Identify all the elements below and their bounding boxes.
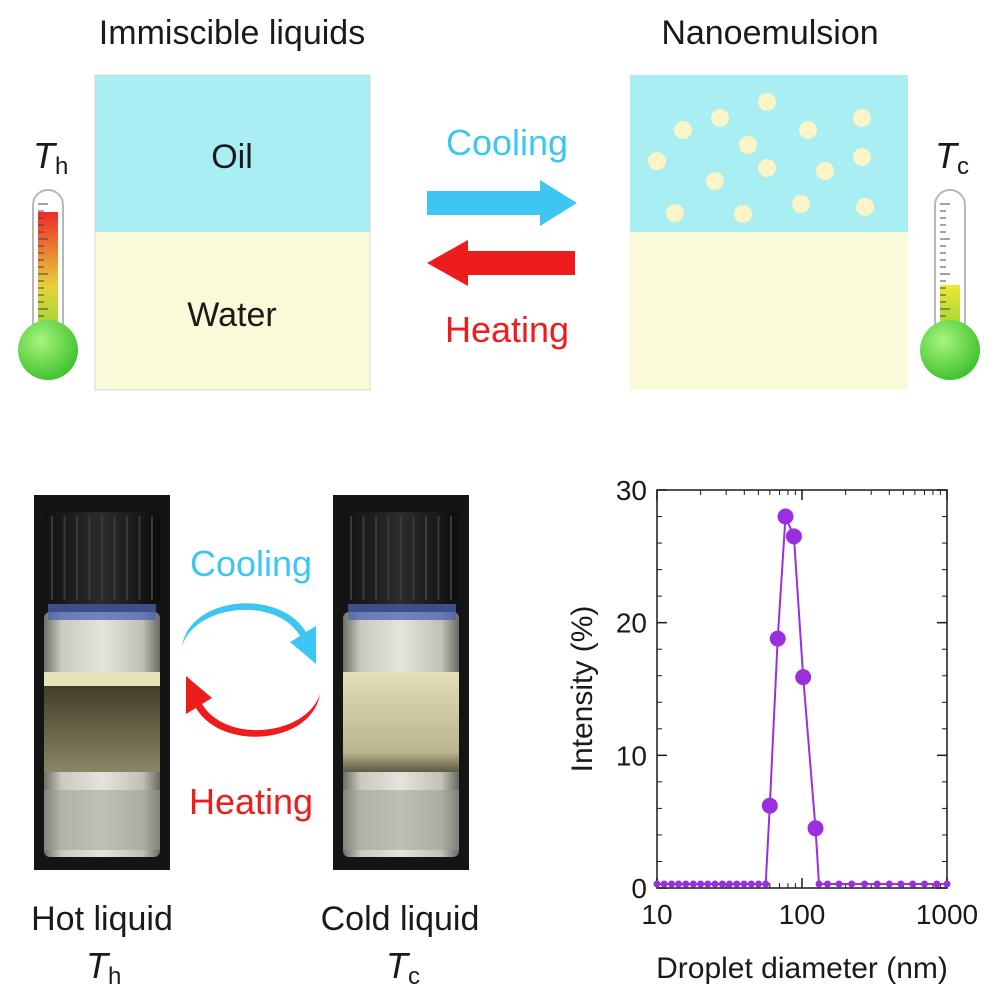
immiscible-vessel <box>94 74 371 391</box>
data-point <box>835 880 843 888</box>
x-axis-label: Droplet diameter (nm) <box>656 952 948 985</box>
data-point <box>740 880 748 888</box>
droplet <box>853 109 871 127</box>
data-point <box>653 880 661 888</box>
axis-ticks <box>656 489 948 889</box>
data-point <box>769 630 786 647</box>
data-point <box>704 880 712 888</box>
hot-temperature-label: Th <box>33 135 68 180</box>
droplet <box>799 121 817 139</box>
droplet <box>856 198 874 216</box>
cooling-arrow <box>427 180 577 226</box>
data-point <box>718 880 726 888</box>
top-cooling-label: Cooling <box>446 122 568 163</box>
data-point <box>733 880 741 888</box>
data-point <box>824 880 831 888</box>
data-point <box>873 880 881 888</box>
oil-label: Oil <box>211 138 253 176</box>
data-point <box>660 880 668 888</box>
droplet <box>711 109 729 127</box>
y-tick-label: 20 <box>616 608 647 639</box>
data-point <box>726 880 733 888</box>
droplet <box>758 159 776 177</box>
cold-vial-photo <box>333 495 469 870</box>
data-point <box>795 669 812 686</box>
bottom-cooling-label: Cooling <box>190 543 312 584</box>
heating-curved-arrow <box>186 676 320 737</box>
water-label: Water <box>187 296 276 334</box>
droplet <box>816 162 834 180</box>
data-point <box>762 880 770 888</box>
cold-liquid-caption: Cold liquid <box>321 900 480 938</box>
droplet <box>674 121 692 139</box>
plot-frame <box>656 489 948 889</box>
data-point <box>682 880 690 888</box>
droplet <box>706 172 724 190</box>
data-point <box>885 880 893 888</box>
series-line <box>657 516 947 885</box>
y-tick-label: 0 <box>631 873 647 904</box>
data-point <box>747 880 755 888</box>
cooling-curved-arrow <box>182 603 316 664</box>
top-heating-label: Heating <box>445 309 569 350</box>
data-point <box>777 508 794 525</box>
cold-thermometer-icon <box>920 189 980 380</box>
vessel-outline <box>94 74 371 391</box>
x-tick-label: 1000 <box>916 899 978 930</box>
bottom-heating-label: Heating <box>189 781 313 822</box>
cold-temperature-label: Tc <box>935 135 969 180</box>
data-point <box>675 880 683 888</box>
series-points <box>653 508 951 888</box>
hot-thermometer-icon <box>18 189 78 380</box>
water-layer <box>95 232 370 390</box>
nanoemulsion-vessel <box>630 75 908 390</box>
droplet <box>853 148 871 166</box>
data-point <box>711 880 719 888</box>
data-point <box>761 797 778 814</box>
droplet <box>758 93 776 111</box>
hot-vial-photo <box>34 495 170 870</box>
left-panel-title: Immiscible liquids <box>99 14 365 52</box>
y-tick-label: 10 <box>616 740 647 771</box>
data-point <box>755 880 762 888</box>
heating-arrow <box>427 240 575 286</box>
water-layer-emulsion <box>630 232 908 390</box>
droplet-group <box>648 93 874 223</box>
data-point <box>815 880 823 888</box>
data-point <box>785 528 802 545</box>
data-point <box>943 880 951 888</box>
droplet <box>648 152 666 170</box>
right-panel-title: Nanoemulsion <box>661 14 878 52</box>
droplet <box>792 195 810 213</box>
data-point <box>807 820 824 837</box>
y-tick-label: 30 <box>616 475 647 506</box>
x-tick-label: 10 <box>641 899 672 930</box>
cold-liquid-temperature: Tc <box>386 945 420 990</box>
y-axis-label: Intensity (%) <box>566 606 599 773</box>
droplet <box>734 205 752 223</box>
x-tick-label: 100 <box>779 899 826 930</box>
oil-layer <box>95 75 370 232</box>
data-point <box>668 880 676 888</box>
data-point <box>697 880 705 888</box>
data-point <box>848 880 856 888</box>
data-point <box>933 880 941 888</box>
data-point <box>909 880 917 888</box>
hot-liquid-temperature: Th <box>86 945 121 990</box>
hot-liquid-caption: Hot liquid <box>31 900 173 938</box>
data-point <box>921 880 928 888</box>
data-point <box>897 880 905 888</box>
data-point <box>689 880 697 888</box>
droplet <box>739 136 757 154</box>
data-point <box>861 880 868 888</box>
droplet <box>666 204 684 222</box>
